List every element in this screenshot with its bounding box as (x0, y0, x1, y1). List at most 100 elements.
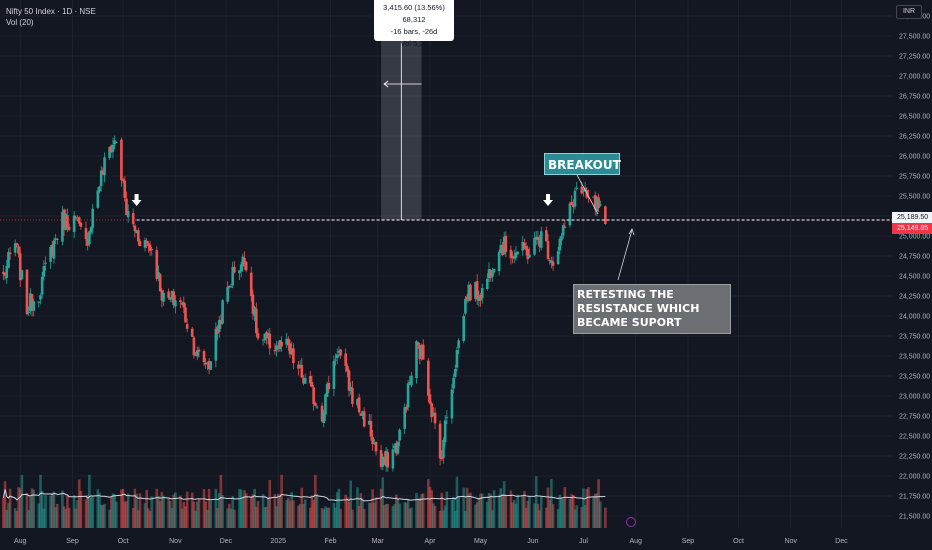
candle-body (180, 302, 184, 305)
volume-bar (465, 487, 469, 528)
volume-bar (509, 490, 513, 528)
candle-body (49, 246, 52, 262)
volume-bar (371, 489, 374, 528)
volume-bar (312, 500, 315, 528)
candle-body (324, 394, 327, 415)
candle-body (62, 209, 66, 229)
candle-body (477, 297, 481, 301)
time-tick-label: Feb (324, 538, 336, 545)
candle-body (312, 387, 315, 405)
price-axis[interactable]: 21,500.00 21,750.00 22,000.00 22,250.00 22,5… (892, 0, 932, 550)
volume-bar (369, 503, 373, 528)
candle-body (172, 291, 175, 306)
volume-bar (538, 510, 541, 528)
candle-body (263, 333, 267, 341)
price-tick-label: 26,250.00 (899, 134, 930, 141)
volume-bar (185, 491, 189, 528)
symbol-title: Nifty 50 Index · 1D · NSE (6, 7, 96, 16)
candle-body (573, 190, 577, 207)
candle-body (206, 362, 209, 364)
retest-label[interactable]: RETESTING THE RESISTANCE WHICH BECAME SU… (573, 284, 731, 334)
volume-bar (406, 498, 410, 528)
time-tick-label: Aug (14, 538, 27, 545)
volume-bar (550, 479, 553, 528)
volume-bar (285, 499, 288, 528)
candle-body (138, 241, 142, 247)
volume-bar (27, 510, 30, 528)
candle-body (511, 256, 514, 258)
candle-body (421, 344, 425, 360)
volume-bar (551, 504, 555, 528)
volume-bar (325, 507, 329, 528)
candle-body (113, 140, 116, 145)
candle-body (266, 332, 270, 339)
volume-bar (158, 501, 162, 528)
volume-bar (322, 509, 326, 528)
volume-bar (251, 494, 255, 528)
volume-bar (486, 501, 489, 528)
candle-body (327, 382, 331, 390)
volume-bar (346, 497, 349, 528)
volume-bar (7, 502, 10, 528)
candle-body (126, 210, 130, 218)
candle-body (275, 345, 278, 351)
volume-bar (351, 509, 354, 528)
volume-bar (334, 507, 337, 528)
candle-body (499, 245, 503, 253)
candle-body (265, 332, 268, 338)
volume-bar (265, 506, 268, 528)
volume-bar (374, 497, 378, 528)
volume-bar (125, 501, 128, 528)
candle-body (136, 230, 140, 242)
time-tick-label: Apr (425, 538, 437, 545)
candle-body (133, 225, 137, 232)
price-tick-label: 26,750.00 (899, 94, 930, 101)
candle-body (25, 269, 29, 315)
candle-body (226, 286, 229, 302)
volume-bar (179, 495, 182, 528)
candle-body (288, 343, 292, 355)
candle-body (194, 354, 197, 356)
candle-body (2, 271, 5, 274)
volume-bar (99, 504, 103, 528)
price-tick-label: 27,000.00 (899, 74, 930, 81)
candle-body (216, 326, 219, 334)
breakout-label[interactable]: BREAKOUT (544, 153, 621, 175)
symbol-legend[interactable]: Nifty 50 Index · 1D · NSE Vol (20) (6, 6, 96, 28)
volume-bar (167, 497, 170, 528)
currency-button[interactable]: INR (896, 5, 922, 19)
candle-body (5, 265, 9, 278)
candle-body (86, 238, 89, 246)
candle-body (480, 288, 484, 299)
candle-body (297, 364, 300, 369)
candle-body (509, 249, 513, 259)
candle-body (108, 146, 111, 158)
volume-bar (462, 487, 466, 528)
volume-bar (516, 494, 519, 528)
volume-bar (394, 494, 398, 528)
candle-body (443, 420, 447, 443)
time-axis[interactable]: Aug Sep Oct Nov Dec 2025 Feb Mar Apr May Jun Jul Aug… (14, 538, 848, 545)
candle-body (489, 269, 492, 278)
candle-body (408, 382, 412, 384)
volume-bar (44, 495, 47, 528)
volume-bar (440, 492, 444, 528)
candle-body (386, 452, 390, 468)
volume-bar (170, 508, 174, 528)
volume-bar (39, 474, 42, 528)
candle-body (533, 237, 536, 255)
volume-bar (103, 503, 106, 528)
volume-bar (335, 492, 339, 528)
candle-body (440, 457, 444, 460)
candle-body (72, 215, 76, 232)
volume-bar (408, 508, 412, 528)
price-tick-label: 21,750.00 (899, 494, 930, 501)
volume-bar (8, 488, 12, 528)
candle-body (17, 246, 20, 254)
volume-bar (464, 511, 467, 528)
volume-bar (29, 496, 32, 528)
candle-body (516, 251, 519, 255)
price-tick-label: 22,250.00 (899, 454, 930, 461)
candle-body (221, 300, 224, 324)
